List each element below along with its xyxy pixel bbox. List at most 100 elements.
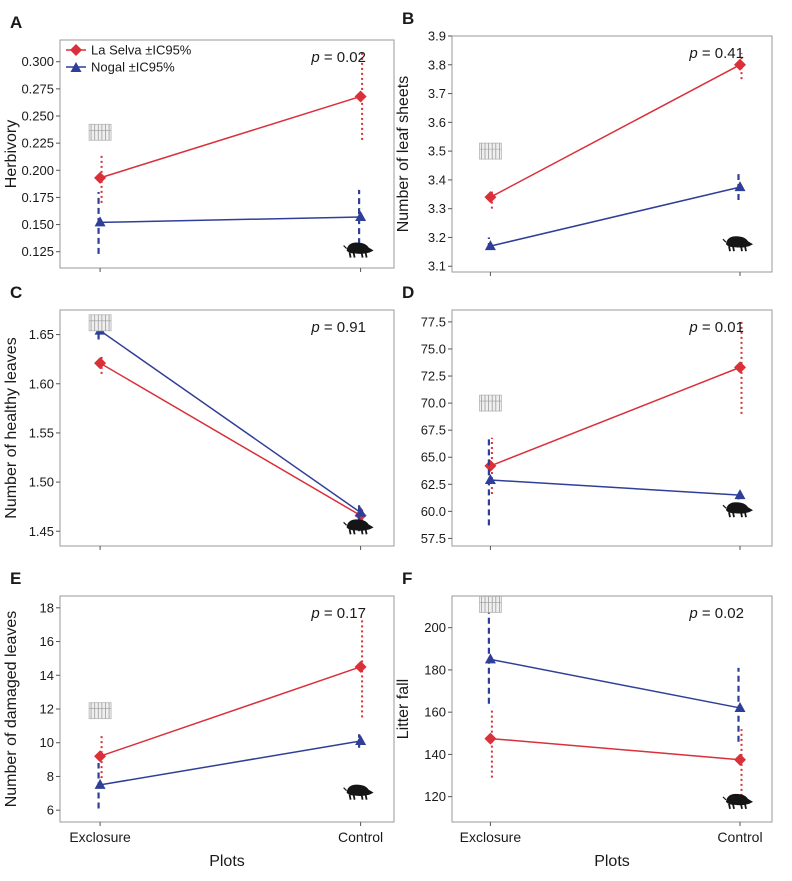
legend-label: La Selva ±IC95% xyxy=(91,43,192,58)
boar-body xyxy=(726,502,753,514)
y-tick-label: 14 xyxy=(40,668,54,683)
nogal-line xyxy=(99,740,361,786)
boar-leg xyxy=(728,512,731,518)
y-tick-label: 1.60 xyxy=(29,376,54,391)
la-selva-line xyxy=(99,362,361,517)
y-tick-label: 8 xyxy=(47,769,54,784)
boar-leg xyxy=(732,512,735,518)
p-value-label: p = 0.91 xyxy=(310,319,366,336)
boar-leg xyxy=(740,512,743,518)
y-tick-label: 10 xyxy=(40,735,54,750)
wild-boar-icon xyxy=(343,519,374,535)
plot-frame xyxy=(451,595,773,823)
y-tick-label: 70.0 xyxy=(421,396,446,411)
chart-panel-e: E 6 8 10 12 14 16 18 Number of damaged leaves Exc… xyxy=(3,569,395,870)
wild-boar-icon xyxy=(722,236,753,252)
y-tick-label: 180 xyxy=(424,662,446,677)
plot-frame xyxy=(59,39,395,269)
y-tick-label: 1.45 xyxy=(29,524,54,539)
fence-outline xyxy=(478,142,502,160)
boar-leg xyxy=(360,252,364,258)
y-axis-label: Litter fall xyxy=(395,679,412,739)
plot-frame xyxy=(59,595,395,823)
legend-marker xyxy=(70,62,82,72)
legend-marker xyxy=(70,44,82,56)
p-value-label: p = 0.41 xyxy=(688,45,744,62)
nogal-point xyxy=(734,701,746,712)
nogal-point xyxy=(484,473,496,484)
y-tick-label: 200 xyxy=(424,620,446,635)
boar-tail xyxy=(722,504,727,509)
boar-leg xyxy=(360,529,364,535)
boar-leg xyxy=(360,794,364,800)
y-tick-label: 0.300 xyxy=(21,54,54,69)
exclosure-fence-icon xyxy=(88,702,112,720)
chart-panel-a: A 0.125 0.150 0.175 0.200 0.225 0.250 0.275 0.30… xyxy=(3,13,395,272)
nogal-line xyxy=(99,330,362,514)
la-selva-point xyxy=(484,191,497,204)
wild-boar-icon xyxy=(343,242,374,258)
boar-leg xyxy=(352,529,356,535)
y-tick-label: 140 xyxy=(424,747,446,762)
y-tick-label: 0.200 xyxy=(21,163,54,178)
nogal-point xyxy=(734,489,746,500)
y-tick-label: 3.1 xyxy=(428,259,446,274)
la-selva-point xyxy=(484,732,497,745)
la-selva-point xyxy=(94,750,107,763)
y-tick-label: 67.5 xyxy=(421,423,446,438)
legend: La Selva ±IC95% Nogal ±IC95% xyxy=(66,43,192,75)
panel-letter: B xyxy=(402,9,414,28)
y-tick-label: 0.250 xyxy=(21,109,54,124)
boar-body xyxy=(346,242,374,254)
boar-tail xyxy=(343,787,348,792)
la-selva-line xyxy=(490,737,741,761)
y-tick-label: 65.0 xyxy=(421,450,446,465)
panel-letter: F xyxy=(402,569,412,588)
boar-tail xyxy=(722,796,727,801)
fence-outline xyxy=(88,702,112,720)
panel-letter: D xyxy=(402,283,414,302)
chart-panel-d: D 57.5 60.0 62.5 65.0 67.5 70.0 72.5 75.0 77.5 p =… xyxy=(402,283,773,550)
boar-tail xyxy=(722,238,727,243)
boar-tail xyxy=(343,245,348,249)
wild-boar-icon xyxy=(722,502,753,518)
y-tick-label: 120 xyxy=(424,789,446,804)
p-value-label: p = 0.17 xyxy=(310,605,366,622)
chart-panel-c: C 1.45 1.50 1.55 1.60 1.65 Number of healthy l… xyxy=(3,283,395,550)
la-selva-point xyxy=(354,90,367,103)
y-tick-label: 3.6 xyxy=(428,115,446,130)
wild-boar-icon xyxy=(343,784,374,800)
y-tick-label: 0.175 xyxy=(21,190,54,205)
y-tick-label: 57.5 xyxy=(421,531,446,546)
boar-leg xyxy=(728,803,731,810)
boar-leg xyxy=(352,252,356,258)
y-tick-label: 6 xyxy=(47,803,54,818)
y-tick-label: 1.50 xyxy=(29,475,54,490)
boar-leg xyxy=(364,794,368,800)
boar-leg xyxy=(364,529,368,535)
la-selva-point xyxy=(94,171,107,184)
y-tick-label: 0.225 xyxy=(21,136,54,151)
y-axis-label: Number of leaf sheets xyxy=(395,76,412,233)
x-tick-label: Exclosure xyxy=(460,829,522,845)
plot-frame xyxy=(59,309,395,547)
y-tick-label: 1.65 xyxy=(29,327,54,342)
y-axis-label: Number of damaged leaves xyxy=(3,611,20,808)
y-tick-label: 0.125 xyxy=(21,244,54,259)
boar-leg xyxy=(744,512,747,518)
nogal-line xyxy=(490,658,741,709)
nogal-point xyxy=(94,778,106,789)
y-tick-label: 3.9 xyxy=(428,29,446,44)
boar-body xyxy=(346,784,374,796)
fence-outline xyxy=(478,596,502,613)
y-tick-label: 18 xyxy=(40,600,54,615)
y-tick-label: 77.5 xyxy=(421,314,446,329)
y-tick-label: 12 xyxy=(40,702,54,717)
boar-tail xyxy=(343,521,348,526)
panel-letter: A xyxy=(10,13,22,32)
exclosure-fence-icon xyxy=(478,142,502,160)
boar-leg xyxy=(348,529,352,535)
la-selva-point xyxy=(94,357,107,370)
